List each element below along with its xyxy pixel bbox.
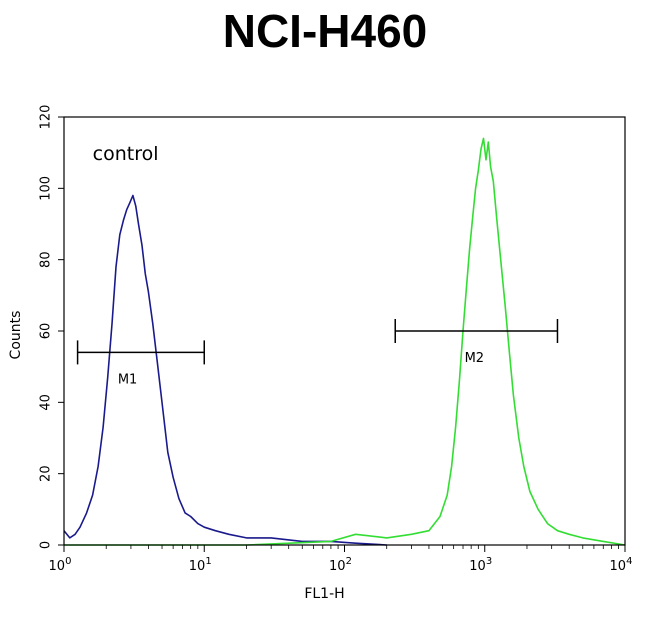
x-tick-label: 100	[49, 556, 72, 574]
chart-title: NCI-H460	[222, 5, 428, 57]
y-tick-label: 20	[39, 465, 54, 482]
gate-label: M1	[118, 372, 138, 387]
x-tick-label: 102	[329, 556, 352, 574]
control-histogram-line	[63, 194, 387, 546]
y-tick-label: 60	[39, 323, 54, 340]
control-annotation: control	[93, 143, 159, 165]
y-axis-label: Counts	[8, 311, 24, 360]
y-tick-label: 0	[39, 541, 54, 549]
y-tick-label: 120	[39, 105, 54, 130]
gate-m2: M2	[394, 319, 559, 366]
plot-frame	[63, 116, 626, 546]
sample-histogram-line	[64, 137, 626, 546]
x-tick-label: 104	[610, 556, 633, 574]
gate-m1: M1	[76, 340, 205, 387]
y-tick-label: 100	[39, 176, 54, 201]
y-tick-label: 40	[39, 394, 54, 411]
gate-label: M2	[465, 351, 485, 366]
y-tick-label: 80	[39, 251, 54, 268]
x-axis-label: FL1-H	[304, 586, 344, 602]
x-tick-label: 103	[469, 556, 492, 574]
x-tick-label: 101	[189, 556, 212, 574]
